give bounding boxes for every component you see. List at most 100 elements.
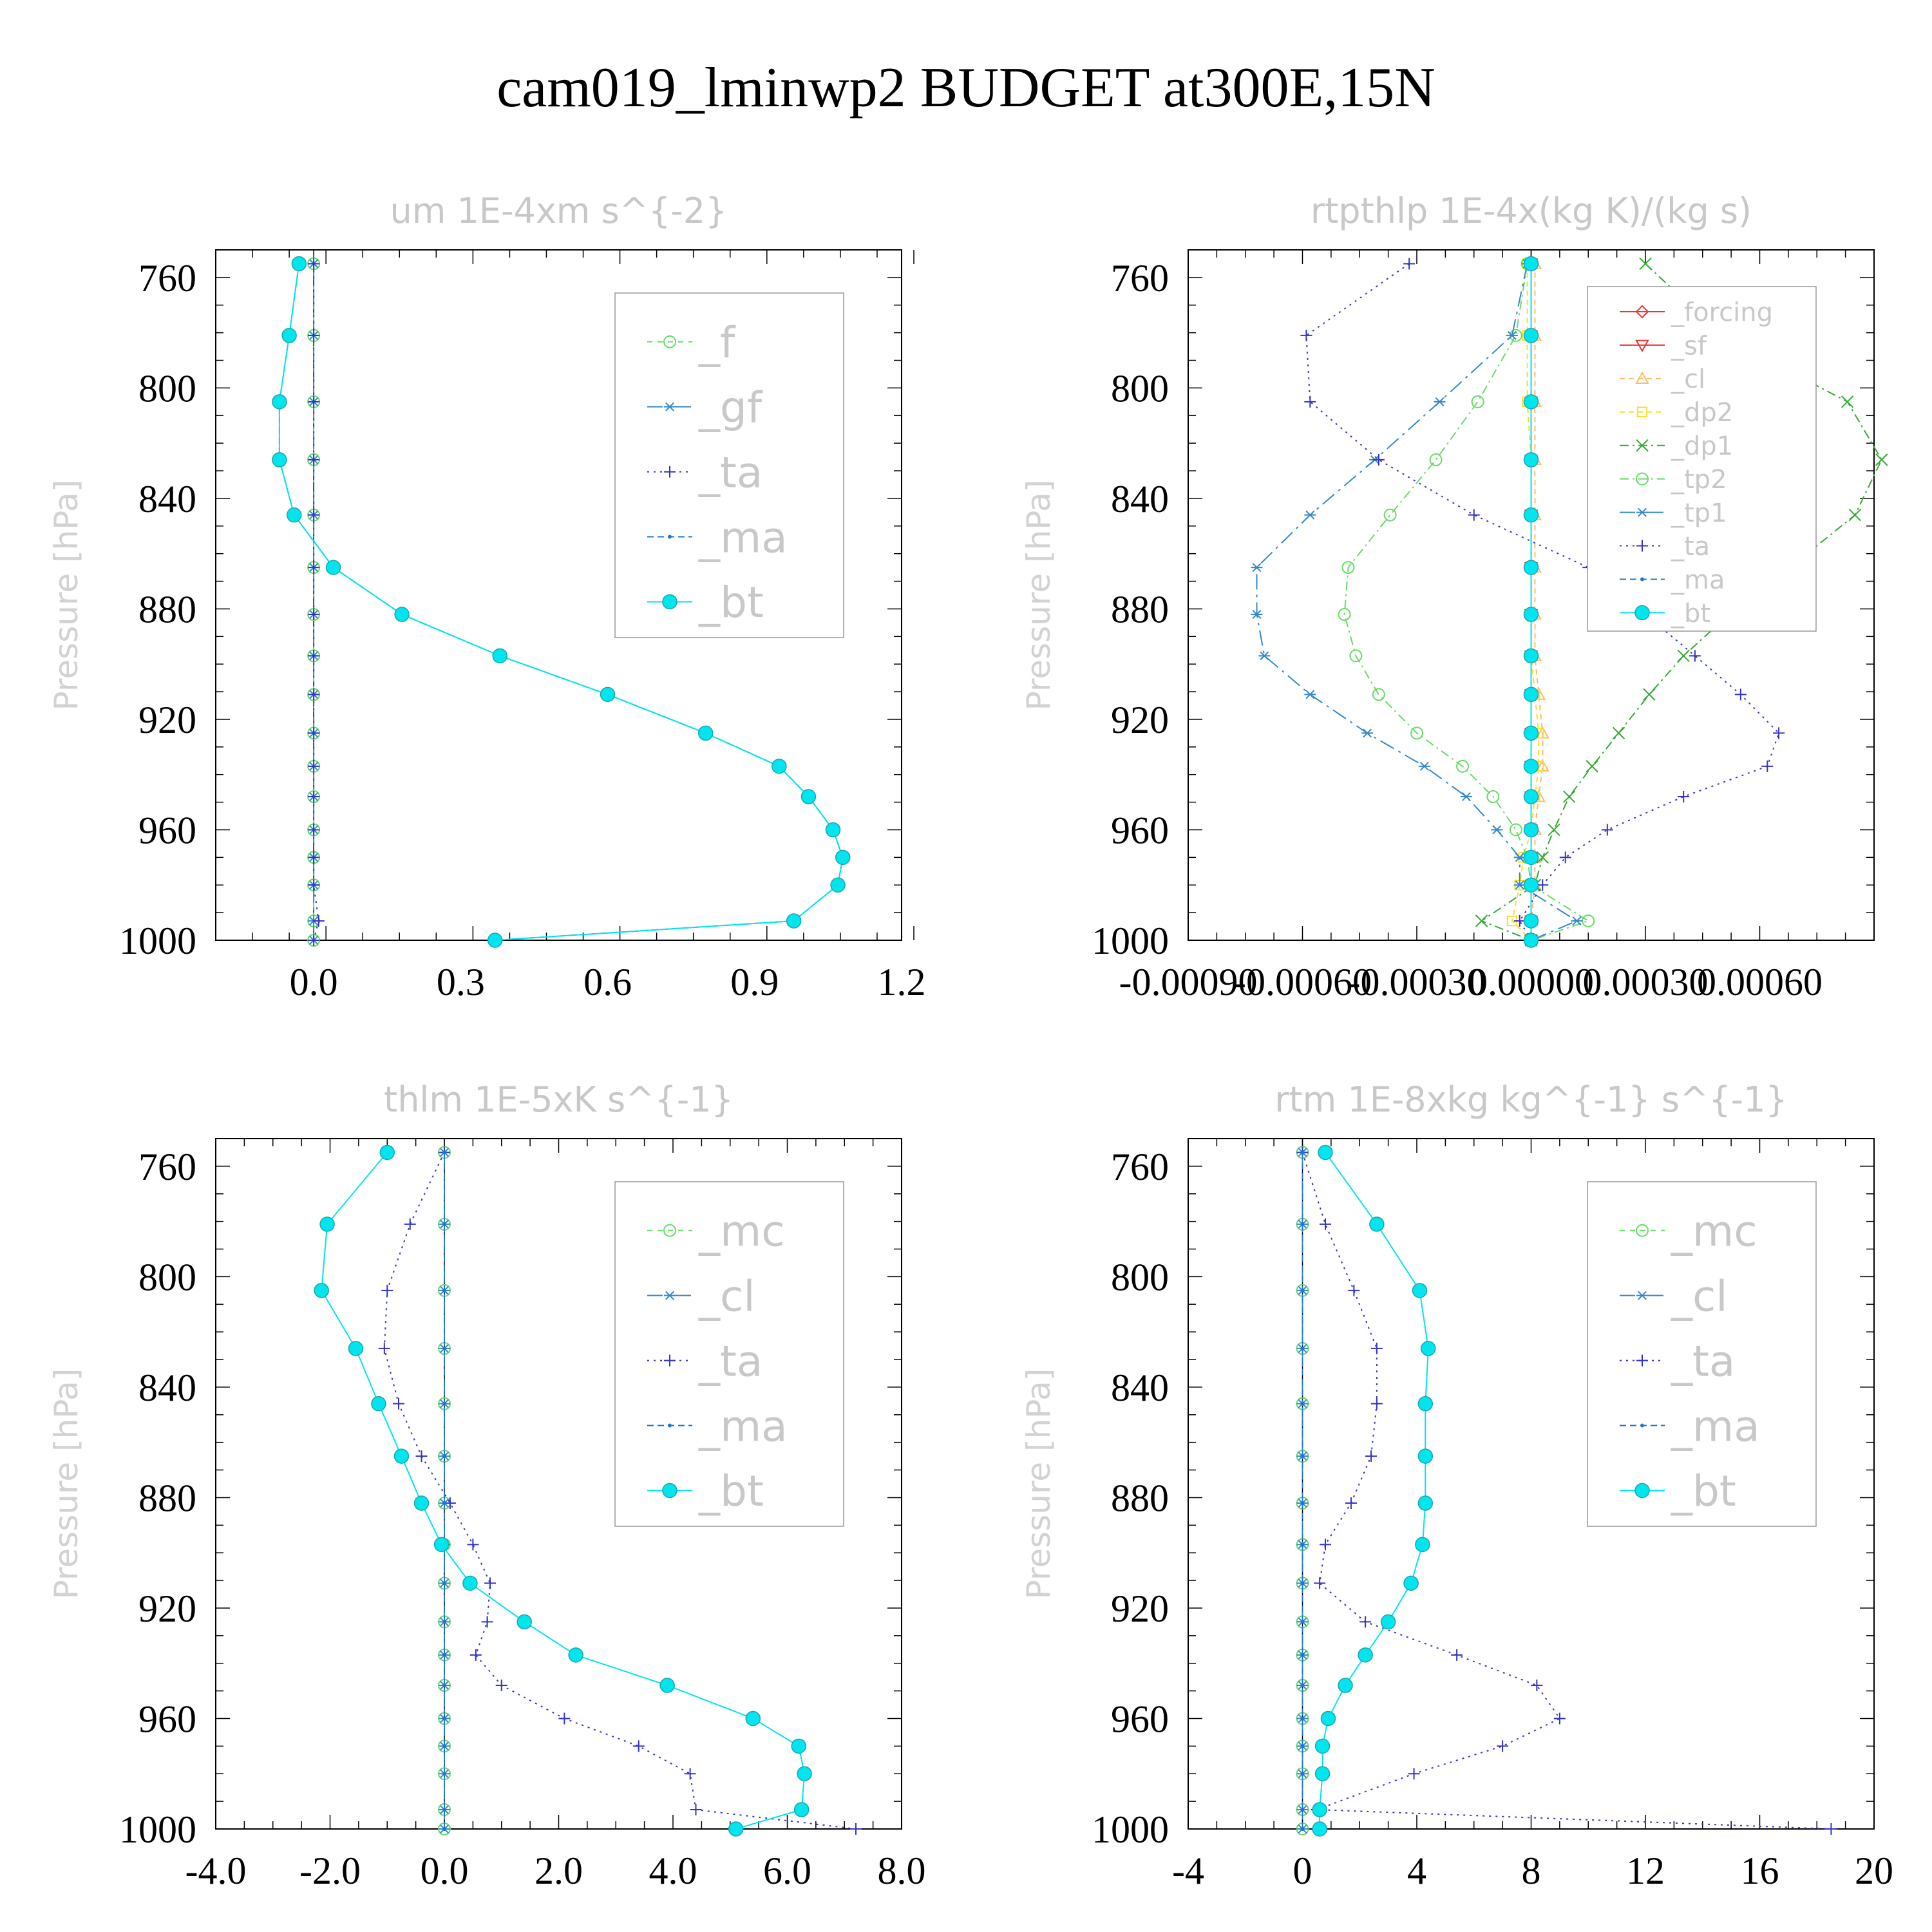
data-point (272, 452, 287, 468)
data-point (1403, 1575, 1419, 1591)
data-point (600, 687, 616, 703)
legend-label: _forcing (1671, 298, 1773, 327)
legend-label: _bt (1671, 1466, 1736, 1516)
legend-label: _ta (1671, 532, 1710, 562)
y-tick-label: 960 (138, 809, 196, 851)
data-point (308, 760, 320, 772)
data-point (308, 851, 320, 864)
data-point (1318, 1144, 1333, 1160)
data-point (1417, 1448, 1434, 1464)
data-point (442, 1827, 446, 1831)
data-point (1531, 1680, 1543, 1692)
panel-title: thlm 1E-5xK s^{-1} (384, 1079, 734, 1120)
data-point (1841, 395, 1854, 408)
y-tick-label: 840 (138, 478, 196, 520)
data-point (1383, 508, 1397, 522)
data-point (1300, 1454, 1305, 1459)
data-point (1403, 258, 1416, 270)
data-point (568, 1647, 583, 1663)
data-point (286, 507, 302, 523)
data-point (1689, 650, 1701, 662)
data-point (487, 933, 503, 948)
legend-label: _dp1 (1671, 431, 1733, 461)
data-point (690, 1803, 702, 1815)
data-point (308, 562, 320, 574)
panel-1: um 1E-4xm s^{-2} Pressure [hPa] 760 800 840 8… (48, 191, 926, 1003)
data-point (1506, 330, 1518, 340)
x-tick-label: -4 (1172, 1850, 1204, 1892)
data-point (442, 1346, 446, 1350)
data-point (1300, 1222, 1305, 1226)
legend-box (1587, 286, 1817, 632)
data-point (442, 1620, 446, 1624)
legend-label: _cl (1671, 365, 1705, 394)
data-point (1358, 1647, 1373, 1663)
x-tick-label: 0.00030 (1583, 961, 1709, 1003)
data-point (1523, 328, 1539, 343)
data-point (1372, 688, 1385, 701)
series-ta (378, 1146, 862, 1835)
y-tick-label: 920 (138, 699, 196, 741)
data-point (1251, 610, 1263, 620)
x-tick-label: 8 (1522, 1850, 1541, 1892)
data-point (1875, 453, 1888, 466)
y-tick-label: 880 (1111, 1477, 1169, 1519)
data-point (1523, 607, 1539, 622)
data-point (1300, 1288, 1305, 1293)
data-point (632, 1740, 645, 1752)
data-point (1586, 760, 1598, 773)
data-point (1320, 1539, 1331, 1551)
data-point (1415, 1537, 1430, 1553)
data-point (1456, 759, 1469, 773)
data-point (1338, 1678, 1353, 1693)
data-point (1361, 728, 1374, 738)
data-point (684, 1768, 696, 1780)
data-point (1312, 1802, 1327, 1817)
data-point (1341, 561, 1355, 574)
legend-label: _bt (698, 578, 764, 627)
data-point (394, 607, 410, 622)
data-point (1523, 560, 1539, 575)
data-point (393, 1397, 404, 1410)
data-point (1562, 790, 1576, 803)
data-point (1548, 823, 1560, 837)
y-tick-label: 1000 (119, 1808, 196, 1851)
data-point (1300, 1542, 1305, 1547)
data-point (442, 1501, 446, 1506)
data-point (308, 509, 320, 521)
data-point (1338, 608, 1351, 621)
y-tick-label: 960 (1111, 1698, 1169, 1740)
x-tick-label: -0.00030 (1348, 961, 1486, 1003)
y-tick-label: 1000 (1092, 920, 1169, 962)
series-bt (272, 256, 851, 948)
y-tick-label: 880 (138, 1477, 196, 1519)
data-point (1761, 760, 1774, 772)
data-point (1372, 453, 1385, 466)
data-point (1369, 1217, 1385, 1232)
data-point (442, 1807, 446, 1812)
legend-marker (663, 1224, 676, 1237)
data-point (1410, 726, 1423, 740)
legend-marker (1636, 540, 1648, 552)
data-point (1370, 1342, 1383, 1354)
data-point (1300, 1401, 1305, 1406)
y-tick-label: 960 (1111, 809, 1169, 851)
series-cl (1524, 256, 1549, 946)
x-tick-label: 20 (1855, 1850, 1893, 1892)
legend-marker (1636, 439, 1649, 452)
data-point (1523, 256, 1539, 272)
legend-marker (1636, 507, 1648, 517)
data-point (1468, 509, 1480, 521)
data-point (1486, 790, 1500, 804)
data-point (484, 1577, 496, 1589)
data-point (1380, 1614, 1396, 1630)
data-point (1412, 1283, 1428, 1298)
data-point (314, 1283, 329, 1298)
y-tick-label: 800 (138, 367, 196, 410)
data-point (308, 688, 320, 701)
y-tick-label: 880 (138, 588, 196, 630)
data-point (745, 1710, 761, 1727)
legend-label: _mc (1671, 1206, 1757, 1256)
x-tick-label: 0.00060 (1697, 961, 1823, 1003)
series-line (1511, 263, 1540, 941)
